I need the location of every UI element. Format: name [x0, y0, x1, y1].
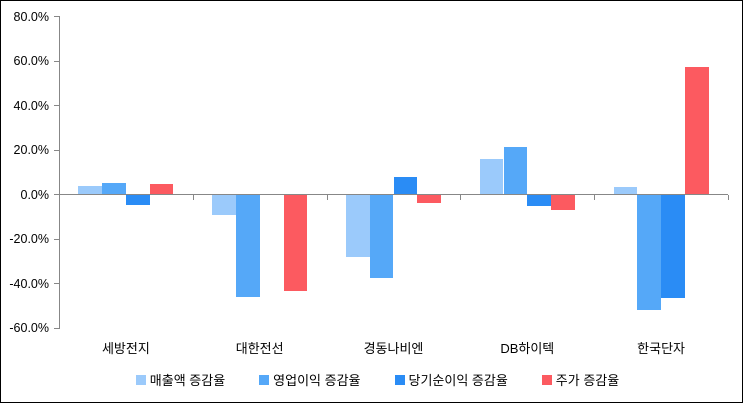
bar [212, 194, 236, 215]
y-axis-tick-label: 0.0% [20, 187, 50, 202]
bar [684, 66, 709, 195]
legend-label: 주가 증감율 [555, 373, 620, 388]
x-axis-tick [460, 194, 462, 200]
legend-item: 당기순이익 증감율 [394, 370, 508, 389]
legend-color-swatch-icon [541, 374, 552, 385]
legend-color-swatch-icon [394, 374, 405, 385]
y-axis-tick [54, 105, 59, 106]
x-axis-category-label: 세방전지 [101, 341, 150, 356]
y-axis-tick [54, 283, 59, 284]
x-axis-category-label: 한국단자 [637, 341, 685, 356]
y-axis-tick-label: -60.0% [9, 321, 49, 335]
y-axis-tick-label: 20.0% [13, 143, 49, 157]
x-axis-category-label: DB하이텍 [500, 341, 555, 356]
bar [503, 146, 528, 195]
y-axis-tick-label: 40.0% [13, 98, 49, 113]
x-axis-category-label: 경동나비엔 [363, 341, 424, 356]
bar [125, 194, 150, 205]
y-axis-tick-label: 60.0% [13, 54, 49, 68]
legend-label: 매출액 증감율 [149, 373, 226, 388]
bar [149, 184, 174, 195]
x-axis [59, 194, 728, 195]
legend-color-swatch-icon [259, 374, 270, 385]
bar [102, 183, 126, 195]
bar [551, 194, 575, 211]
x-axis-tick [59, 194, 60, 200]
x-axis-category-label: 대한전선 [235, 341, 284, 356]
legend: 매출액 증감율 영업이익 증감율 당기순이익 증감율 주가 증감율 [1, 370, 742, 389]
x-axis-tick [326, 194, 328, 200]
y-axis-tick [54, 238, 59, 240]
y-axis-tick [54, 327, 59, 329]
bar [637, 194, 662, 311]
legend-item: 매출액 증감율 [135, 370, 226, 389]
bar [613, 186, 638, 195]
legend-label: 당기순이익 증감율 [408, 373, 508, 388]
y-axis-tick-label: -20.0% [9, 232, 49, 246]
legend-color-swatch-icon [135, 374, 146, 385]
bar [235, 194, 260, 297]
bar [78, 185, 103, 195]
y-axis-tick [54, 16, 59, 17]
bar [393, 176, 418, 195]
x-axis-tick [594, 194, 596, 200]
y-axis-tick [54, 149, 59, 151]
y-axis-tick-label: 80.0% [13, 9, 49, 24]
bar [527, 194, 552, 206]
legend-item: 영업이익 증감율 [259, 370, 361, 389]
y-axis [59, 16, 60, 329]
bar [345, 194, 370, 257]
legend-item: 주가 증감율 [541, 370, 620, 389]
legend-label: 영업이익 증감율 [273, 373, 361, 388]
x-axis-tick [728, 194, 729, 200]
x-axis-tick [192, 194, 194, 200]
y-axis-tick-label: -40.0% [9, 276, 49, 291]
bar [369, 194, 394, 278]
bar [661, 194, 685, 298]
y-axis-tick [54, 194, 59, 195]
y-axis-tick [54, 60, 59, 62]
bar [479, 158, 504, 195]
bar [417, 194, 442, 204]
bar [283, 194, 308, 292]
